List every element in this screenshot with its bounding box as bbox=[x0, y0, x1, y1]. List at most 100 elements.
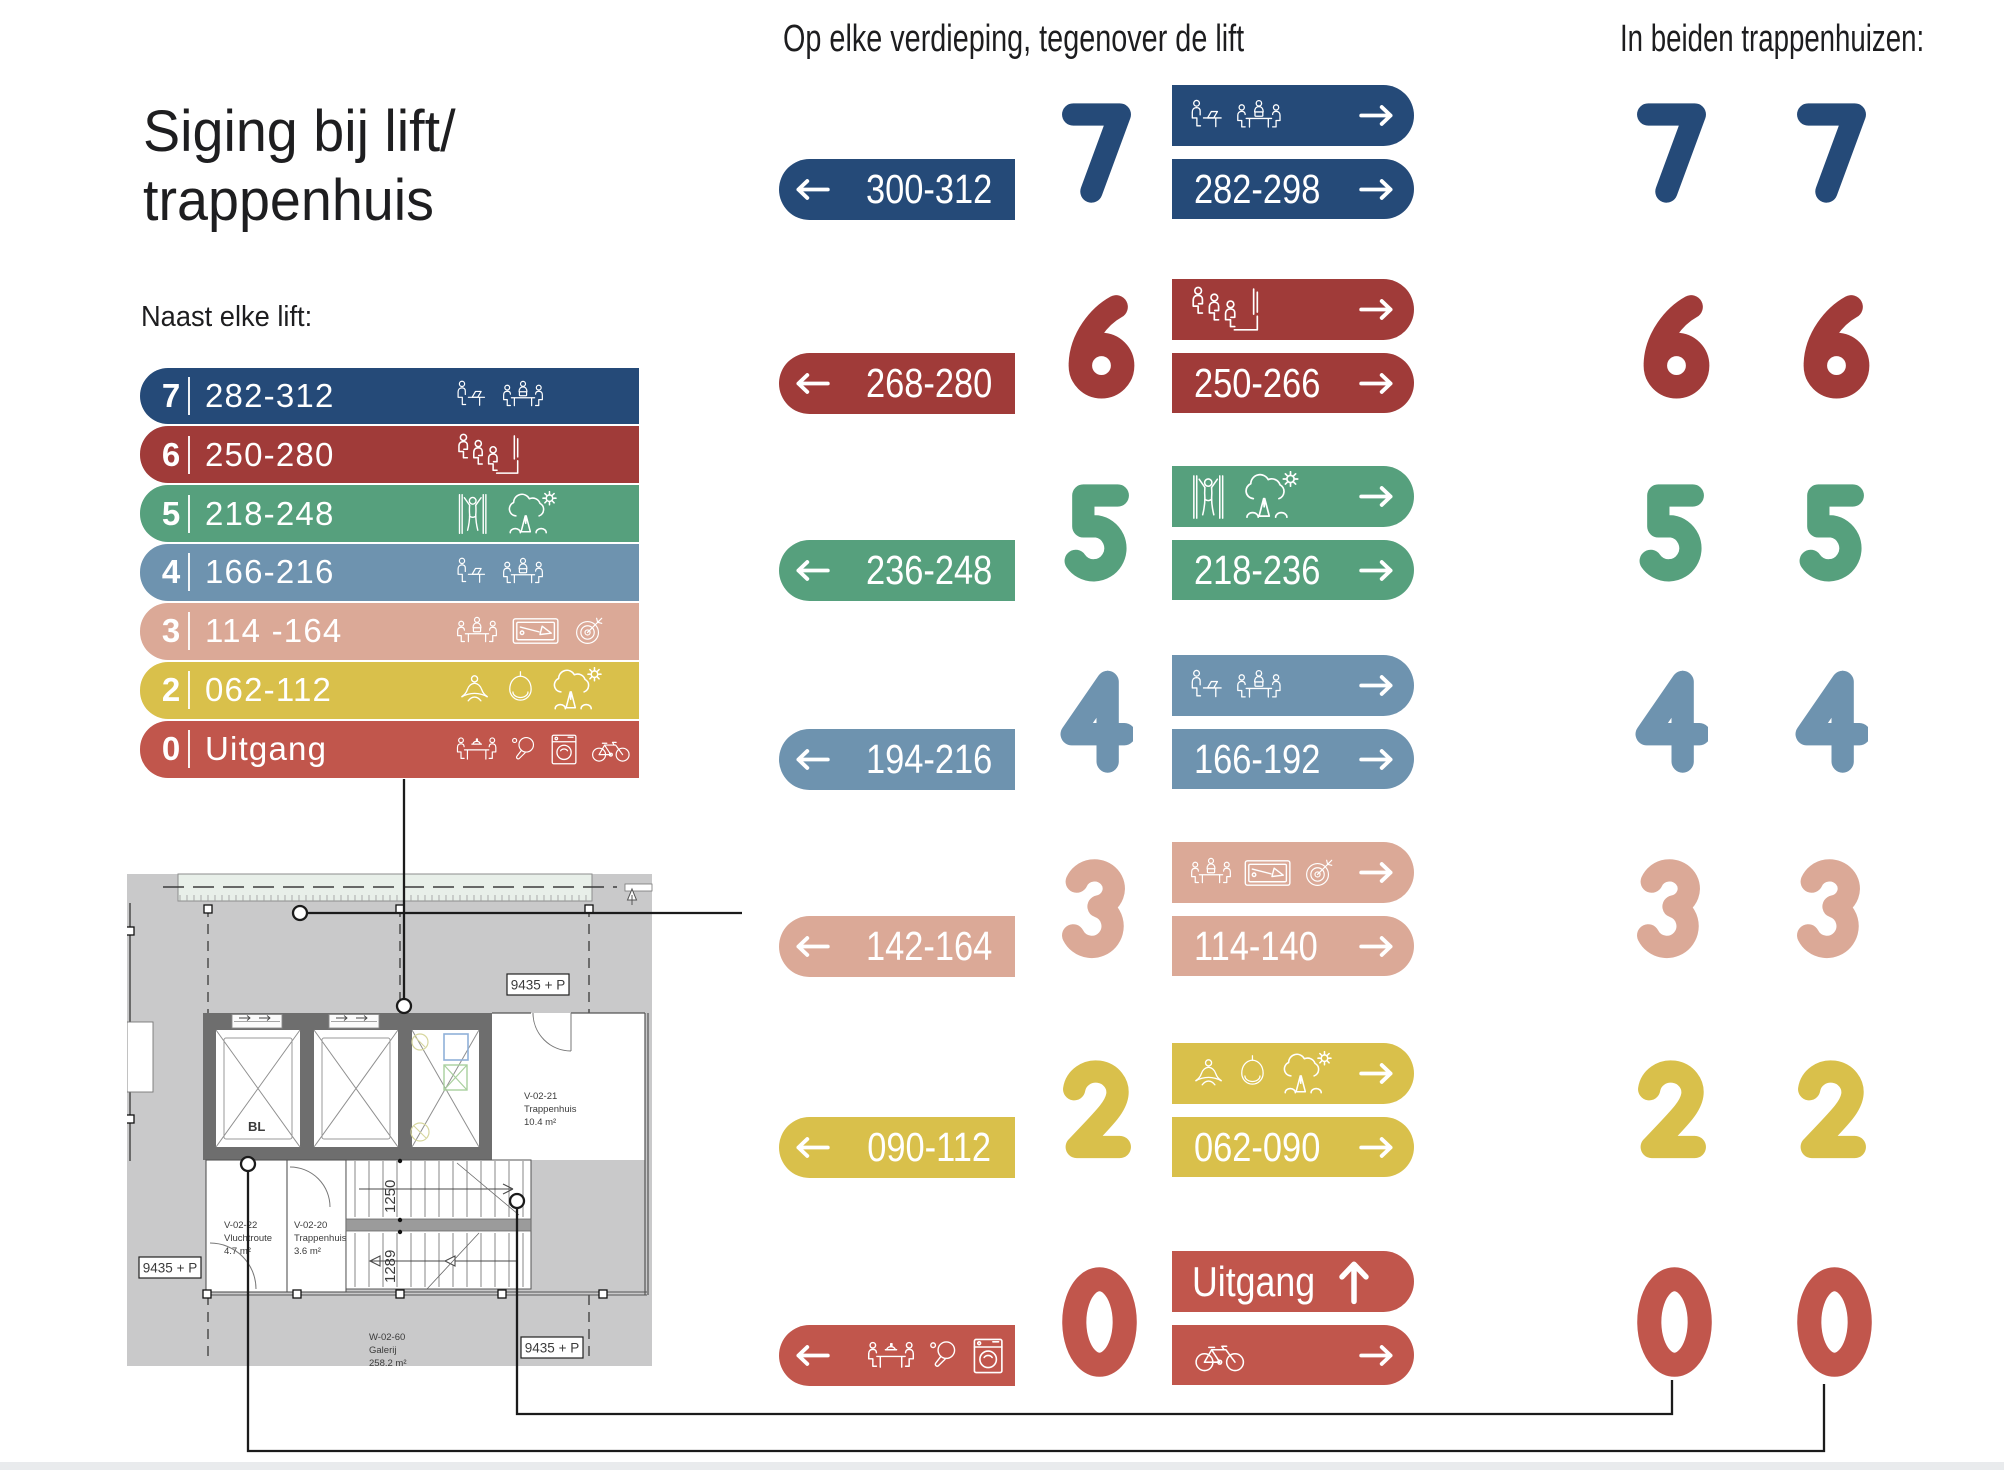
left-direction-pill: 268-280 bbox=[779, 353, 1015, 414]
meeting-table-icon bbox=[1237, 99, 1282, 128]
darts-icon bbox=[576, 618, 603, 645]
arrow-right-icon bbox=[1359, 862, 1393, 883]
arrow-left-icon bbox=[796, 936, 830, 957]
right-bottom-range: 218-236 bbox=[1194, 546, 1321, 593]
hanging-chair-icon bbox=[1241, 1054, 1264, 1085]
plan-north-arrow bbox=[626, 887, 638, 905]
bar-icons bbox=[456, 368, 544, 425]
floor-number-5 bbox=[1799, 484, 1864, 582]
plan-column-marker bbox=[292, 1289, 302, 1299]
uitgang-label: Uitgang bbox=[1192, 1257, 1316, 1305]
floor-number-2 bbox=[1063, 1060, 1131, 1159]
billiards-icon bbox=[512, 618, 559, 645]
lift-sign-bar-5: 5 218-248 bbox=[140, 485, 639, 542]
right-bottom-range: 166-192 bbox=[1194, 735, 1321, 782]
plan-walkline-lower bbox=[368, 1255, 517, 1267]
plan-symbol-circle bbox=[411, 1033, 429, 1051]
left-pill-arrow bbox=[779, 559, 831, 582]
bar-divider bbox=[188, 553, 190, 592]
desk-laptop-icon bbox=[1191, 669, 1222, 697]
plan-level-label: 9435 + P bbox=[511, 978, 565, 993]
bar-range: 282-312 bbox=[205, 376, 335, 414]
floor-digit bbox=[1060, 1265, 1139, 1384]
floor-number-6 bbox=[1068, 295, 1135, 399]
left-pill-arrow bbox=[779, 935, 831, 958]
right-bottom-arrow bbox=[1358, 178, 1414, 201]
bar-icons bbox=[456, 485, 559, 542]
bicycle-icon bbox=[1195, 1344, 1245, 1371]
floor-number-0 bbox=[1637, 1267, 1712, 1377]
floor-number-3 bbox=[1797, 859, 1860, 959]
plan-label: V-02-22 bbox=[224, 1220, 257, 1231]
bar-level: 3 bbox=[161, 612, 181, 650]
plan-car-outline bbox=[321, 1037, 391, 1140]
callout-node bbox=[508, 1192, 526, 1210]
callout-node bbox=[239, 1155, 257, 1173]
lift-sign-bar-6: 6 250-280 bbox=[140, 426, 639, 483]
meeting-table-icon bbox=[1191, 857, 1231, 884]
plan-shaft-cross bbox=[313, 1029, 399, 1148]
right-bottom-pill: 114-140 bbox=[1172, 916, 1414, 976]
right-bottom-pill: 282-298 bbox=[1172, 159, 1414, 219]
right-bottom-pill: 250-266 bbox=[1172, 353, 1414, 413]
right-bottom-arrow bbox=[1358, 1344, 1414, 1367]
right-bottom-arrow bbox=[1358, 372, 1414, 395]
plan-stair-landing bbox=[345, 1218, 532, 1232]
stairwell-digit-3 bbox=[1635, 856, 1708, 967]
table-tennis-icon bbox=[930, 1341, 956, 1367]
stairwell-digit-5 bbox=[1635, 480, 1708, 591]
right-top-icons bbox=[1190, 286, 1271, 334]
right-top-pill bbox=[1172, 1043, 1414, 1104]
right-top-icons bbox=[1190, 668, 1282, 704]
bar-divider bbox=[188, 612, 190, 651]
left-pill-range: 194-216 bbox=[865, 736, 993, 782]
left-pill-range: 090-112 bbox=[867, 1124, 992, 1170]
floor-number-3 bbox=[1062, 859, 1125, 959]
plan-label: 4.7 m² bbox=[224, 1246, 251, 1257]
bar-icons bbox=[456, 721, 631, 778]
right-bottom-range: 114-140 bbox=[1194, 922, 1318, 969]
plan-column-marker bbox=[202, 1289, 212, 1299]
right-top-arrow bbox=[1358, 104, 1414, 127]
lift-sign-bar-4: 4 166-216 bbox=[140, 544, 639, 601]
arrow-right-icon bbox=[1359, 486, 1393, 507]
stairwell-digit-6 bbox=[1635, 293, 1712, 409]
right-bottom-pill: 062-090 bbox=[1172, 1117, 1414, 1177]
plan-column-marker bbox=[395, 1289, 405, 1299]
title-line-1: Siging bij lift/ bbox=[143, 99, 456, 164]
right-panel-heading: In beiden trappenhuizen: bbox=[1620, 18, 1925, 60]
right-top-icons bbox=[1190, 856, 1335, 890]
left-pill-range: 236-248 bbox=[865, 547, 993, 593]
right-top-pill bbox=[1172, 466, 1414, 527]
plan-label: V-02-21 bbox=[524, 1091, 557, 1102]
floor-number-4 bbox=[1060, 670, 1136, 773]
right-bottom-pill bbox=[1172, 1325, 1414, 1385]
floor-digit bbox=[1060, 480, 1133, 591]
left-pill-arrow bbox=[779, 372, 831, 395]
lift-sign-bar-0: 0 Uitgang bbox=[140, 721, 639, 778]
arrow-right-icon bbox=[1359, 1136, 1393, 1158]
arrow-right-icon bbox=[1359, 935, 1393, 957]
stairwell-digit-6 bbox=[1795, 293, 1872, 409]
title-line-2: trappenhuis bbox=[143, 168, 434, 233]
floor-number-7 bbox=[1637, 103, 1706, 203]
bar-icons bbox=[456, 662, 604, 719]
floor-number-3 bbox=[1637, 859, 1700, 959]
tree-sun-icon bbox=[553, 667, 602, 710]
right-top-icons bbox=[1190, 471, 1300, 522]
plan-label: V-02-20 bbox=[294, 1220, 327, 1231]
right-top-arrow bbox=[1358, 674, 1414, 697]
billiards-icon bbox=[1244, 859, 1291, 886]
arrow-right-icon bbox=[1359, 105, 1393, 126]
bar-level: 7 bbox=[161, 376, 181, 414]
floor-number-6 bbox=[1803, 295, 1870, 399]
right-top-arrow bbox=[1338, 1258, 1414, 1306]
arrow-left-icon bbox=[796, 1345, 830, 1366]
plan-stair-dim: 1250 bbox=[382, 1180, 399, 1213]
callout-line-stair-to-digit-2 bbox=[246, 1171, 1826, 1453]
bar-icons bbox=[456, 603, 605, 660]
laundry-icon bbox=[973, 1338, 1003, 1373]
floor-digit bbox=[1060, 669, 1136, 780]
right-top-icons bbox=[1190, 1050, 1334, 1097]
